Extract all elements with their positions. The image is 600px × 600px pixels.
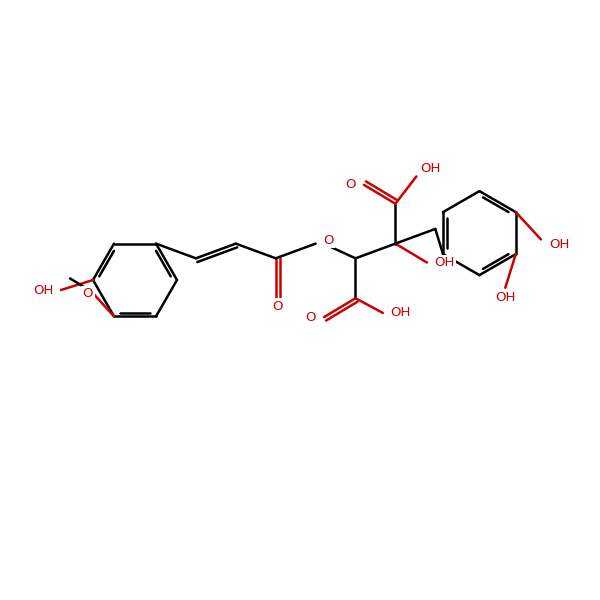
Text: O: O <box>323 234 334 247</box>
Text: OH: OH <box>495 291 515 304</box>
Text: OH: OH <box>549 238 569 251</box>
Text: O: O <box>346 178 356 191</box>
Text: O: O <box>305 311 316 323</box>
Text: OH: OH <box>421 162 441 175</box>
Text: OH: OH <box>33 283 53 296</box>
Text: O: O <box>83 287 93 300</box>
Text: OH: OH <box>435 256 455 269</box>
Text: OH: OH <box>391 307 411 319</box>
Text: O: O <box>272 300 283 313</box>
